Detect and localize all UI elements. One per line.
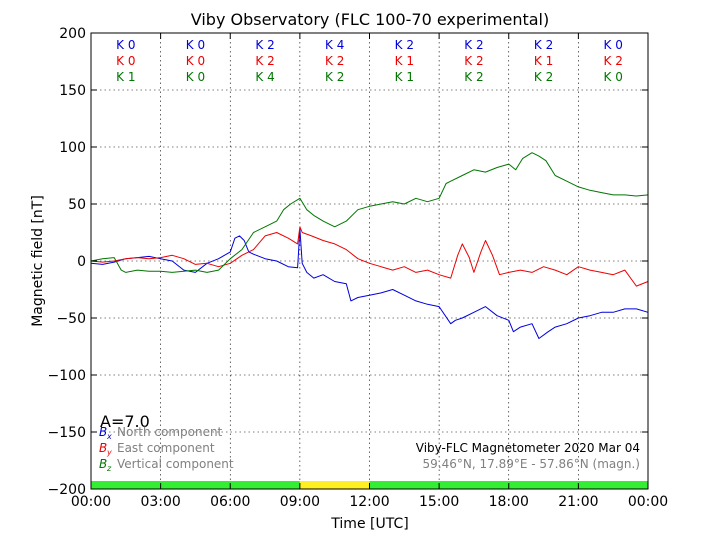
k-index-label: K 2 — [464, 38, 483, 52]
x-tick-label: 00:00 — [71, 494, 111, 510]
legend-symbol: B — [99, 425, 107, 439]
k-index-label: K 4 — [255, 70, 274, 84]
legend-label: Vertical component — [117, 457, 234, 471]
x-tick-label: 15:00 — [419, 494, 459, 510]
k-index-label: K 0 — [604, 70, 623, 84]
k-index-label: K 2 — [464, 70, 483, 84]
k-index-label: K 2 — [604, 54, 623, 68]
series-line-x — [90, 228, 649, 339]
legend-subscript: y — [106, 448, 112, 457]
k-index-label: K 4 — [325, 38, 344, 52]
activity-segment — [299, 481, 370, 489]
k-index-label: K 1 — [534, 54, 553, 68]
grid — [91, 33, 648, 489]
k-index-label: K 1 — [395, 54, 414, 68]
legend-subscript: z — [106, 464, 112, 473]
a-index-label: A=7.0 — [100, 412, 150, 431]
data-lines — [90, 152, 649, 339]
x-axis-label: Time [UTC] — [330, 516, 408, 532]
x-tick-label: 06:00 — [210, 494, 250, 510]
station-coords: 59.46°N, 17.89°E - 57.86°N (magn.) — [423, 457, 640, 471]
legend-symbol: B — [99, 441, 107, 455]
activity-segment — [91, 481, 300, 489]
station-info: Viby-FLC Magnetometer 2020 Mar 04 — [416, 441, 640, 455]
k-index-label: K 2 — [395, 38, 414, 52]
k-index-label: K 0 — [186, 38, 205, 52]
y-tick-label: 50 — [68, 197, 86, 213]
y-tick-label: −50 — [56, 311, 86, 327]
k-index-label: K 2 — [534, 70, 553, 84]
k-index-label: K 0 — [604, 38, 623, 52]
legend-subscript: x — [106, 432, 112, 441]
y-tick-label: 100 — [59, 140, 86, 156]
series-line-y — [90, 226, 649, 287]
k-index-label: K 1 — [395, 70, 414, 84]
series-line-z — [90, 152, 649, 273]
k-index-label: K 2 — [255, 38, 274, 52]
legend-label: North component — [117, 425, 223, 439]
y-tick-label: −200 — [48, 482, 86, 498]
y-tick-label: −150 — [48, 425, 86, 441]
x-tick-label: 00:00 — [628, 494, 668, 510]
k-index-label: K 0 — [116, 38, 135, 52]
y-axis-label: Magnetic field [nT] — [30, 195, 46, 327]
y-tick-label: −100 — [48, 368, 86, 384]
y-tick-label: 200 — [59, 26, 86, 42]
k-index-label: K 2 — [325, 54, 344, 68]
k-index-label: K 1 — [116, 70, 135, 84]
legend-label: East component — [117, 441, 215, 455]
k-index-label: K 0 — [116, 54, 135, 68]
y-tick-label: 0 — [77, 254, 86, 270]
x-tick-label: 21:00 — [558, 494, 598, 510]
x-tick-label: 12:00 — [349, 494, 389, 510]
k-index-label: K 2 — [325, 70, 344, 84]
x-tick-label: 09:00 — [280, 494, 320, 510]
k-index-label: K 2 — [255, 54, 274, 68]
axis-ticks: 00:00 03:00 06:00 09:00 12:00 15:00 18:00 21:00… — [48, 26, 669, 510]
x-tick-label: 03:00 — [140, 494, 180, 510]
k-index-table: K 0 K 0 K 1 K 0 K 0 K 0 K 2 K 2 K 4 K 4 K 2 K 2 K 2 K… — [116, 38, 623, 84]
chart-title: Viby Observatory (FLC 100-70 experimenta… — [191, 10, 550, 29]
x-tick-label: 18:00 — [489, 494, 529, 510]
k-index-label: K 0 — [186, 70, 205, 84]
k-index-label: K 0 — [186, 54, 205, 68]
y-tick-label: 150 — [59, 83, 86, 99]
legend-symbol: B — [99, 457, 107, 471]
k-index-label: K 2 — [534, 38, 553, 52]
k-index-label: K 2 — [464, 54, 483, 68]
